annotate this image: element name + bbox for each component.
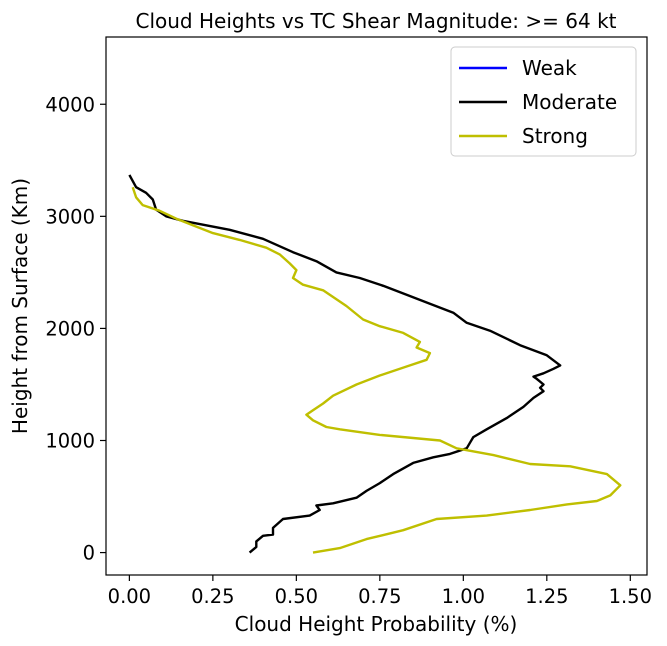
x-tick-label: 0.25 (191, 585, 234, 608)
x-tick-label: 0.75 (358, 585, 401, 608)
y-tick-label: 2000 (45, 317, 95, 340)
y-tick-label: 4000 (45, 93, 95, 116)
y-tick-label: 0 (83, 542, 95, 565)
legend-label-moderate: Moderate (522, 90, 617, 114)
x-tick-label: 1.00 (442, 585, 485, 608)
y-axis-label: Height from Surface (Km) (8, 178, 32, 434)
legend-label-strong: Strong (522, 124, 588, 148)
chart-title: Cloud Heights vs TC Shear Magnitude: >= … (135, 9, 616, 33)
y-tick-label: 1000 (45, 430, 95, 453)
y-tick-label: 3000 (45, 205, 95, 228)
x-tick-label: 1.50 (609, 585, 652, 608)
series-line-strong (131, 186, 622, 554)
x-axis-ticks: 0.00 0.25 0.50 0.75 1.00 1.25 1.50 (108, 575, 652, 608)
series-line-moderate (128, 174, 562, 554)
x-tick-label: 0.50 (275, 585, 318, 608)
data-layer (128, 174, 622, 554)
y-axis-ticks: 0 1000 2000 3000 4000 (45, 93, 106, 565)
x-tick-label: 0.00 (108, 585, 151, 608)
plot-area-frame (105, 36, 648, 576)
legend-label-weak: Weak (522, 56, 577, 80)
legend-box (450, 46, 637, 157)
legend: Weak Moderate Strong (450, 46, 637, 157)
x-axis-label: Cloud Height Probability (%) (235, 612, 518, 636)
x-tick-label: 1.25 (525, 585, 568, 608)
